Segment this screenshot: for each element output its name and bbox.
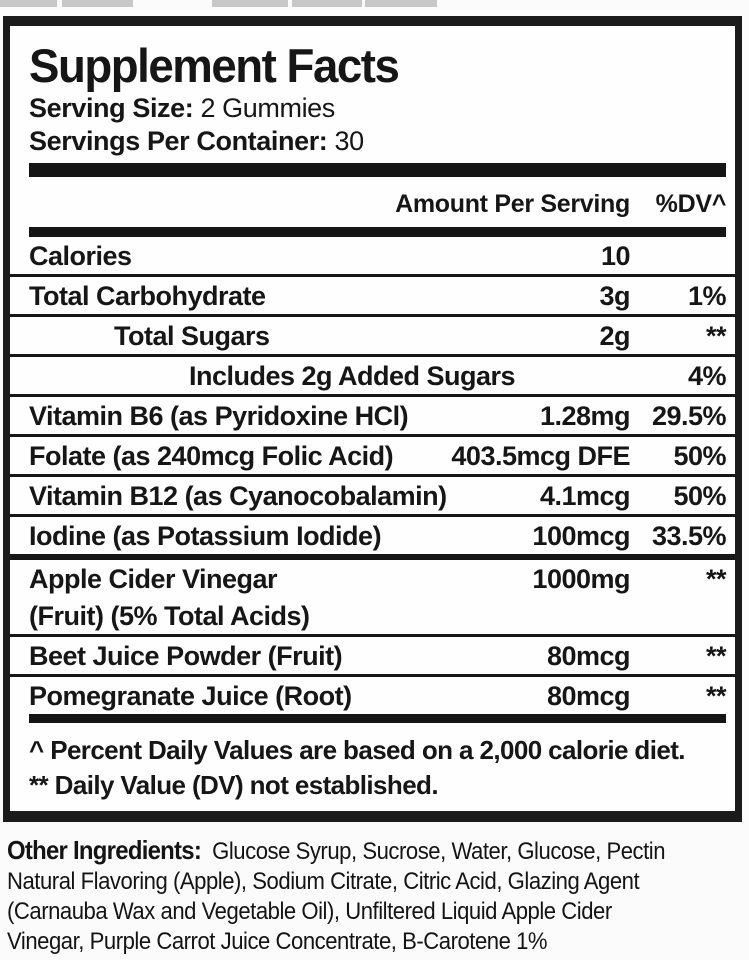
nutrient-row: Total Carbohydrate 3g 1% (10, 277, 735, 317)
nutrient-name: Includes 2g Added Sugars (189, 361, 516, 391)
nutrient-name: Total Sugars (114, 321, 270, 351)
nutrient-dv: 33.5% (651, 521, 727, 551)
nutrient-amount: 100mcg (532, 521, 630, 551)
divider-bar (29, 227, 726, 237)
panel-title: Supplement Facts (29, 39, 400, 92)
footnote-percent-dv: ^ Percent Daily Values are based on a 2,… (29, 735, 685, 765)
nutrient-name-line2: (Fruit) (5% Total Acids) (29, 601, 310, 631)
nutrient-dv: 50% (673, 481, 726, 511)
other-ingredients-line: (Carnauba Wax and Vegetable Oil), Unfilt… (7, 898, 612, 925)
top-edge-fragment (62, 0, 133, 7)
nutrient-amount: 10 (600, 241, 631, 271)
nutrient-name: Total Carbohydrate (29, 281, 266, 311)
servings-per-container-label: Servings Per Container: (29, 126, 328, 156)
other-ingredients-line: Natural Flavoring (Apple), Sodium Citrat… (7, 868, 640, 895)
top-edge-fragment (0, 0, 57, 7)
nutrient-name: Vitamin B12 (as Cyanocobalamin) (29, 481, 447, 511)
nutrient-amount: 4.1mcg (539, 481, 631, 511)
nutrient-amount: 1000mg (532, 564, 630, 594)
nutrient-dv: 1% (687, 281, 727, 311)
nutrient-name: Pomegranate Juice (Root) (29, 681, 352, 711)
nutrient-dv: 4% (687, 361, 727, 391)
nutrient-row: Vitamin B12 (as Cyanocobalamin) 4.1mcg 5… (10, 477, 735, 517)
top-edge-fragment (365, 0, 437, 7)
nutrient-row: Iodine (as Potassium Iodide) 100mcg 33.5… (10, 517, 735, 560)
nutrient-row: Pomegranate Juice (Root) 80mcg ** (10, 677, 735, 714)
servings-per-container-value: 30 (334, 126, 365, 156)
nutrient-amount: 80mcg (546, 641, 631, 671)
nutrient-amount: 2g (599, 321, 630, 351)
serving-size-label: Serving Size: (29, 93, 194, 123)
nutrient-amount: 80mcg (546, 681, 631, 711)
nutrient-dv: 50% (673, 441, 726, 471)
nutrient-name: Beet Juice Powder (Fruit) (29, 641, 343, 671)
nutrient-row: Calories 10 (10, 237, 735, 277)
nutrient-row: Vitamin B6 (as Pyridoxine HCl) 1.28mg 29… (10, 397, 735, 437)
top-edge-fragment (212, 0, 288, 7)
serving-size-line: Serving Size: 2 Gummies (29, 92, 735, 125)
other-ingredients-line: Vinegar, Purple Carrot Juice Concentrate… (7, 928, 548, 955)
amount-column-header: Amount Per Serving (395, 190, 630, 218)
footnotes: ^ Percent Daily Values are based on a 2,… (10, 723, 735, 803)
other-ingredients-section: Other Ingredients: Glucose Syrup, Sucrose… (7, 835, 749, 957)
nutrient-row: Total Sugars 2g ** (10, 317, 735, 357)
nutrient-dv: ** (705, 321, 727, 351)
footnote-dv-not-established: ** Daily Value (DV) not established. (29, 770, 439, 800)
nutrient-row: Includes 2g Added Sugars 4% (10, 357, 735, 397)
nutrient-dv: ** (705, 681, 727, 711)
dv-column-header: %DV^ (655, 190, 727, 218)
nutrient-row: Beet Juice Powder (Fruit) 80mcg ** (10, 637, 735, 677)
nutrient-name: Iodine (as Potassium Iodide) (29, 521, 382, 551)
divider-bar (29, 714, 726, 723)
supplement-facts-panel: Supplement Facts Serving Size: 2 Gummies… (3, 16, 742, 822)
nutrient-dv: 29.5% (651, 401, 727, 431)
other-ingredients-line: Other Ingredients: Glucose Syrup, Sucrose… (7, 835, 666, 865)
nutrient-amount: 403.5mcg DFE (451, 441, 630, 471)
nutrient-name: Apple Cider Vinegar (29, 564, 278, 594)
top-edge-fragment (292, 0, 362, 7)
servings-per-container-line: Servings Per Container: 30 (29, 125, 735, 158)
column-header-row: Amount Per Serving %DV^ (10, 177, 735, 227)
nutrient-row: Folate (as 240mcg Folic Acid) 403.5mcg D… (10, 437, 735, 477)
nutrient-name: Vitamin B6 (as Pyridoxine HCl) (29, 401, 409, 431)
other-ingredients-label: Other Ingredients: (7, 835, 202, 865)
nutrient-row: Apple Cider Vinegar 1000mg ** (Fruit) (5… (10, 560, 735, 637)
divider-bar (29, 163, 726, 177)
nutrient-name: Calories (29, 241, 132, 271)
nutrient-dv: ** (705, 641, 727, 671)
nutrient-dv: ** (705, 564, 727, 594)
serving-size-value: 2 Gummies (200, 93, 335, 123)
nutrient-amount: 1.28mg (539, 401, 631, 431)
nutrient-amount: 3g (599, 281, 630, 311)
nutrient-name: Folate (as 240mcg Folic Acid) (29, 441, 394, 471)
nutrient-rows: Calories 10 Total Carbohydrate 3g 1% Tot… (10, 237, 735, 714)
